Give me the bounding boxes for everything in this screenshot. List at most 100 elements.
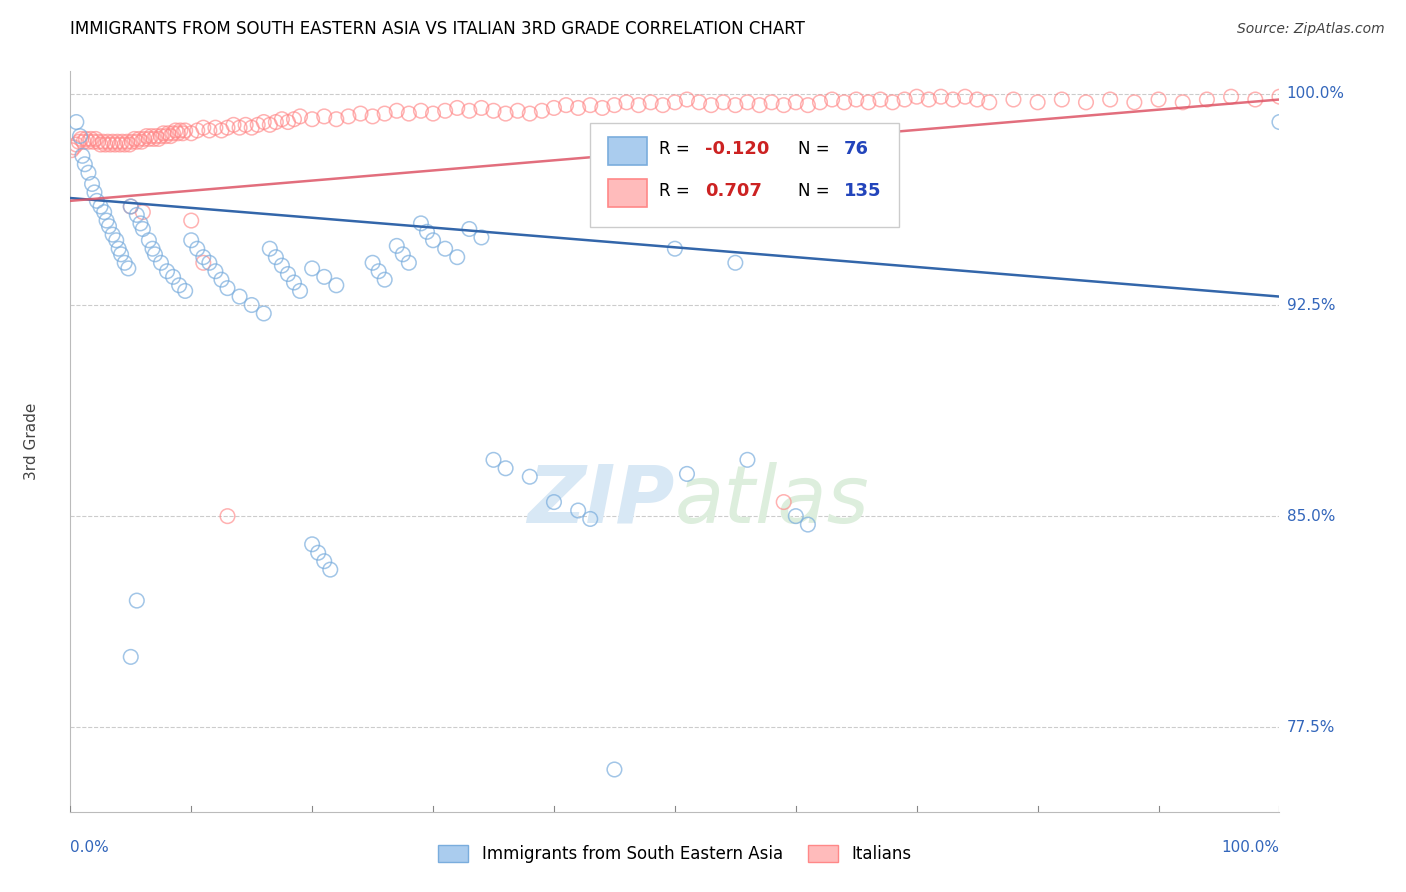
Point bbox=[519, 469, 541, 483]
Point bbox=[222, 118, 245, 132]
Point bbox=[120, 649, 142, 664]
Point bbox=[90, 137, 111, 152]
Point bbox=[246, 118, 269, 132]
Point bbox=[724, 256, 747, 270]
Point bbox=[664, 242, 686, 256]
Point bbox=[150, 256, 172, 270]
Point bbox=[174, 284, 197, 298]
Text: R =: R = bbox=[659, 140, 695, 158]
Point bbox=[204, 264, 226, 278]
Point bbox=[72, 135, 94, 149]
Point bbox=[361, 256, 384, 270]
Point bbox=[603, 98, 626, 112]
Point bbox=[314, 554, 336, 568]
Point bbox=[374, 273, 396, 287]
Point bbox=[470, 101, 492, 115]
Point bbox=[115, 135, 138, 149]
Point bbox=[700, 98, 723, 112]
Point bbox=[114, 256, 136, 270]
Point bbox=[1171, 95, 1194, 110]
Point bbox=[162, 269, 184, 284]
Point bbox=[270, 259, 294, 273]
Point bbox=[482, 103, 505, 118]
Point bbox=[167, 278, 190, 293]
Point bbox=[676, 93, 699, 107]
Point bbox=[458, 222, 481, 236]
Point bbox=[724, 98, 747, 112]
Point bbox=[869, 93, 891, 107]
Point bbox=[398, 256, 420, 270]
Point bbox=[120, 199, 142, 213]
Text: Source: ZipAtlas.com: Source: ZipAtlas.com bbox=[1237, 22, 1385, 37]
Point bbox=[966, 93, 988, 107]
Point bbox=[60, 143, 83, 157]
Point bbox=[97, 135, 120, 149]
Point bbox=[128, 132, 150, 146]
Point bbox=[845, 93, 868, 107]
Point bbox=[120, 199, 142, 213]
Point bbox=[124, 132, 146, 146]
FancyBboxPatch shape bbox=[609, 137, 647, 165]
Point bbox=[325, 112, 347, 127]
Point bbox=[858, 95, 880, 110]
Point bbox=[283, 112, 305, 127]
Point bbox=[1268, 115, 1291, 129]
Point bbox=[797, 517, 820, 532]
Point bbox=[711, 95, 734, 110]
Point bbox=[737, 95, 759, 110]
Point bbox=[301, 261, 323, 276]
Point bbox=[319, 563, 342, 577]
Point bbox=[349, 106, 371, 120]
Point bbox=[141, 129, 163, 144]
Point bbox=[543, 101, 565, 115]
Point bbox=[288, 284, 311, 298]
Point bbox=[70, 132, 93, 146]
Point bbox=[125, 135, 148, 149]
Point bbox=[129, 216, 152, 230]
Point bbox=[277, 267, 299, 281]
Point bbox=[422, 233, 444, 247]
Point bbox=[169, 123, 191, 137]
Text: 85.0%: 85.0% bbox=[1286, 508, 1336, 524]
Point bbox=[165, 123, 187, 137]
Point bbox=[259, 242, 281, 256]
Point bbox=[530, 103, 553, 118]
Point bbox=[150, 129, 172, 144]
Point bbox=[142, 132, 165, 146]
Point bbox=[65, 137, 87, 152]
Point bbox=[86, 194, 108, 208]
Point bbox=[94, 137, 117, 152]
Point bbox=[821, 93, 844, 107]
Point bbox=[785, 95, 807, 110]
Point bbox=[579, 512, 602, 526]
Point bbox=[162, 126, 184, 140]
Point bbox=[434, 242, 457, 256]
Point bbox=[63, 140, 86, 154]
Point bbox=[283, 276, 305, 290]
Point bbox=[217, 281, 239, 295]
Text: IMMIGRANTS FROM SOUTH EASTERN ASIA VS ITALIAN 3RD GRADE CORRELATION CHART: IMMIGRANTS FROM SOUTH EASTERN ASIA VS IT… bbox=[70, 20, 806, 38]
Point bbox=[398, 106, 420, 120]
Point bbox=[90, 199, 111, 213]
Point bbox=[929, 89, 952, 103]
Point bbox=[1002, 93, 1025, 107]
Text: R =: R = bbox=[659, 182, 695, 200]
Point bbox=[797, 98, 820, 112]
Point bbox=[108, 137, 131, 152]
Text: 135: 135 bbox=[844, 182, 882, 200]
Point bbox=[217, 120, 239, 135]
Point bbox=[676, 467, 699, 481]
Point bbox=[761, 95, 783, 110]
Point bbox=[107, 242, 129, 256]
Point bbox=[385, 239, 408, 253]
Point bbox=[80, 132, 103, 146]
Point bbox=[1026, 95, 1049, 110]
Point bbox=[253, 306, 276, 320]
Point bbox=[385, 103, 408, 118]
Point bbox=[301, 537, 323, 551]
Point bbox=[138, 132, 160, 146]
Point bbox=[138, 233, 160, 247]
Point bbox=[159, 129, 181, 144]
Point bbox=[409, 216, 432, 230]
Point bbox=[495, 106, 517, 120]
